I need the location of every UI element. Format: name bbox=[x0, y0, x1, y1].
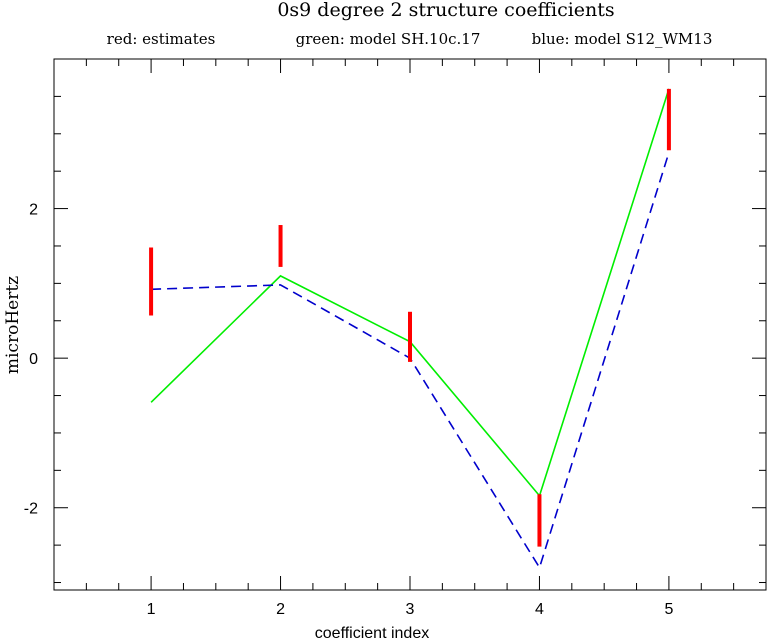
y-tick-label: -2 bbox=[24, 501, 38, 518]
x-tick-label: 4 bbox=[535, 601, 544, 618]
x-tick-label: 5 bbox=[664, 601, 673, 618]
y-axis-label: microHertz bbox=[3, 276, 23, 374]
y-tick-label: 2 bbox=[29, 202, 38, 219]
x-tick-label: 1 bbox=[147, 601, 156, 618]
x-tick-label: 3 bbox=[406, 601, 415, 618]
legend-model-s12: blue: model S12_WM13 bbox=[532, 30, 713, 48]
x-tick-labels: 1 2 3 4 5 bbox=[147, 601, 674, 618]
x-tick-label: 2 bbox=[276, 601, 285, 618]
legend-estimates: red: estimates bbox=[107, 30, 216, 48]
legend-model-sh: green: model SH.10c.17 bbox=[296, 30, 481, 48]
estimates-layer bbox=[149, 88, 671, 547]
x-axis-label: coefficient index bbox=[315, 625, 429, 641]
axis-ticks bbox=[53, 58, 767, 590]
series-line-model-sh bbox=[150, 88, 670, 498]
y-tick-labels: -2 0 2 bbox=[24, 202, 38, 518]
chart-title: 0s9 degree 2 structure coefficients bbox=[277, 0, 614, 21]
y-tick-label: 0 bbox=[29, 351, 38, 368]
